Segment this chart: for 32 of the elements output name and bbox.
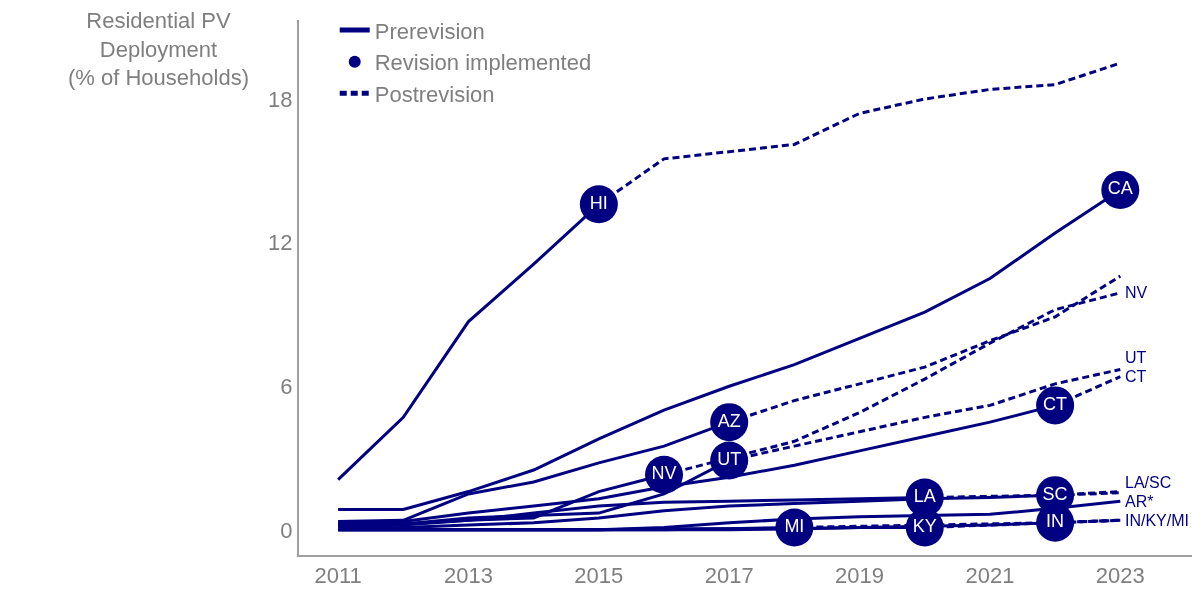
series-label: CT: [1125, 368, 1147, 385]
legend-label: Postrevision: [374, 81, 495, 107]
x-tick-label: 2023: [1095, 563, 1145, 589]
data-label: CA: [1107, 178, 1133, 199]
series-label: LA/SC: [1125, 474, 1172, 491]
x-tick-label: 2015: [574, 563, 624, 589]
data-label: MI: [784, 515, 805, 536]
data-label: KY: [912, 515, 937, 536]
x-tick-label: 2013: [443, 563, 493, 589]
series-label: AR*: [1125, 493, 1154, 510]
data-label: NV: [651, 463, 677, 484]
x-tick-label: 2011: [314, 563, 362, 589]
data-label: CT: [1043, 393, 1068, 414]
series-label: UT: [1125, 349, 1147, 366]
data-label: UT: [717, 448, 742, 469]
y-tick-label: 0: [280, 517, 293, 543]
y-tick-label: 12: [268, 230, 293, 256]
x-tick-label: 2017: [704, 563, 754, 589]
legend-label: Revision implemented: [374, 50, 592, 76]
series-label: NV: [1125, 284, 1148, 301]
y-tick-label: 6: [280, 373, 293, 399]
data-label: LA: [913, 486, 936, 507]
y-tick-label: 18: [268, 86, 293, 112]
data-label: SC: [1042, 483, 1068, 504]
series-label: IN/KY/MI: [1125, 512, 1190, 529]
legend-label: Prerevision: [374, 18, 485, 44]
data-label: HI: [589, 192, 608, 213]
data-label: AZ: [717, 410, 741, 431]
y-axis-title: Residential PV Deployment (% of Households): [68, 8, 249, 91]
x-tick-label: 2021: [965, 563, 1015, 589]
x-tick-label: 2019: [835, 563, 885, 589]
data-label: IN: [1046, 511, 1065, 532]
